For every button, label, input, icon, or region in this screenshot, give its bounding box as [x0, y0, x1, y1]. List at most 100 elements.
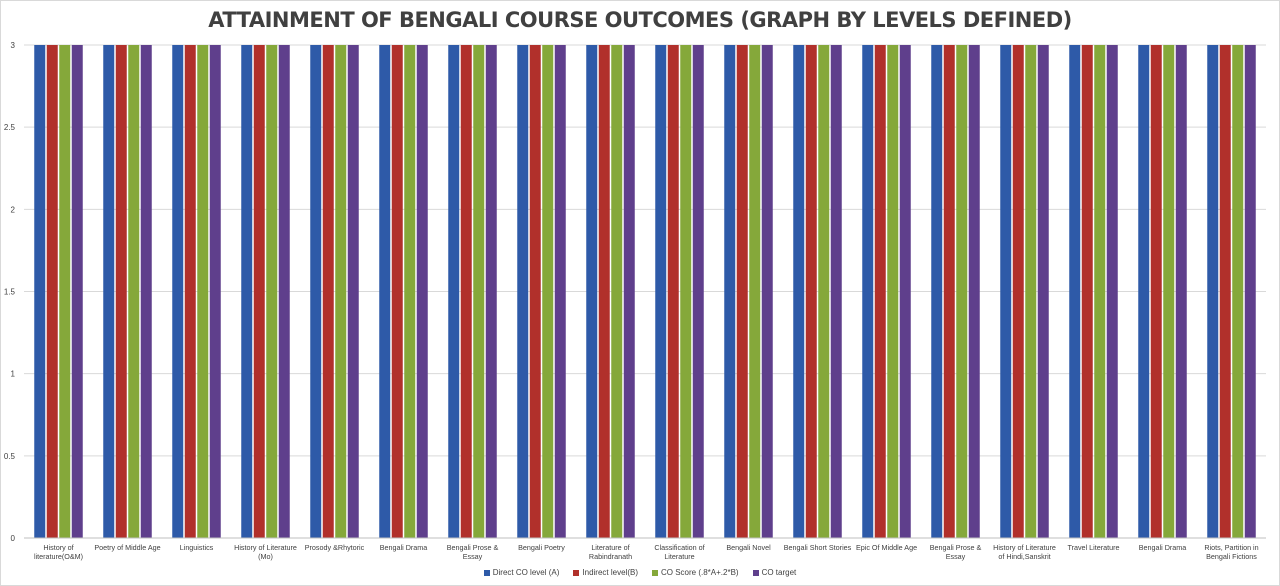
bar-3 [59, 45, 71, 538]
x-tick-label: History of Literature [234, 543, 297, 552]
bar-1 [1000, 45, 1012, 538]
bar-3 [1094, 45, 1106, 538]
y-tick-label: 2 [11, 205, 16, 214]
bar-1 [103, 45, 115, 538]
bar-2 [736, 45, 748, 538]
bar-1 [862, 45, 874, 538]
legend-label: Indirect level(B) [582, 568, 638, 577]
bar-4 [1175, 45, 1187, 538]
x-tick-label: Bengali Poetry [518, 543, 565, 552]
bar-3 [473, 45, 485, 538]
bar-3 [1232, 45, 1244, 538]
bar-4 [1037, 45, 1049, 538]
bar-3 [680, 45, 692, 538]
bar-2 [529, 45, 541, 538]
x-tick-label: Classification of [654, 543, 704, 552]
bar-4 [71, 45, 83, 538]
y-tick-label: 0.5 [4, 452, 16, 461]
x-tick-label: Essay [463, 552, 483, 561]
legend-label: CO Score (.8*A+.2*B) [660, 568, 739, 577]
x-tick-label: Bengali Prose & [447, 543, 499, 552]
x-tick-label: Bengali Drama [380, 543, 428, 552]
bar-2 [667, 45, 679, 538]
bar-3 [956, 45, 968, 538]
x-tick-label: Epic Of Middle Age [856, 543, 917, 552]
bar-2 [1150, 45, 1162, 538]
bar-1 [448, 45, 460, 538]
bar-3 [1163, 45, 1175, 538]
bar-4 [899, 45, 911, 538]
bar-1 [310, 45, 322, 538]
bar-2 [322, 45, 334, 538]
bar-1 [241, 45, 253, 538]
bar-3 [542, 45, 554, 538]
bar-2 [253, 45, 265, 538]
bar-1 [724, 45, 736, 538]
bar-1 [379, 45, 391, 538]
legend-item: Indirect level(B) [573, 568, 638, 577]
x-tick-label: Essay [946, 552, 966, 561]
bar-2 [1012, 45, 1024, 538]
bar-4 [623, 45, 635, 538]
bar-4 [278, 45, 290, 538]
bar-3 [887, 45, 899, 538]
bar-4 [761, 45, 773, 538]
bar-4 [209, 45, 221, 538]
bar-2 [943, 45, 955, 538]
x-tick-label: Bengali Novel [726, 543, 771, 552]
legend-label: Direct CO level (A) [492, 568, 560, 577]
legend-item: CO Score (.8*A+.2*B) [651, 568, 739, 577]
x-tick-label: Literature of [591, 543, 629, 552]
bar-1 [1207, 45, 1219, 538]
bar-2 [805, 45, 817, 538]
legend-item: Direct CO level (A) [483, 568, 560, 577]
legend-swatch [651, 569, 658, 576]
x-tick-label: Bengali Short Stories [784, 543, 852, 552]
bar-4 [1244, 45, 1256, 538]
bar-4 [830, 45, 842, 538]
bar-3 [611, 45, 623, 538]
x-tick-label: (Mo) [258, 552, 273, 561]
bar-4 [1106, 45, 1118, 538]
bar-2 [874, 45, 886, 538]
x-tick-label: Riots, Partition in [1204, 543, 1258, 552]
bar-3 [818, 45, 830, 538]
bar-1 [1138, 45, 1150, 538]
y-tick-label: 2.5 [4, 123, 16, 132]
legend-item: CO target [752, 568, 796, 577]
bar-3 [404, 45, 416, 538]
bar-1 [517, 45, 529, 538]
x-tick-label: History of Literature [993, 543, 1056, 552]
bar-4 [347, 45, 359, 538]
legend-swatch [573, 569, 580, 576]
bar-2 [391, 45, 403, 538]
x-tick-label: History of [43, 543, 73, 552]
bar-1 [34, 45, 46, 538]
bar-2 [184, 45, 196, 538]
bar-3 [128, 45, 140, 538]
bar-4 [554, 45, 566, 538]
y-tick-label: 0 [11, 534, 16, 543]
x-tick-label: Rabindranath [589, 552, 632, 561]
bar-2 [1219, 45, 1231, 538]
x-tick-label: Poetry of Middle Age [94, 543, 160, 552]
x-tick-label: Linguistics [180, 543, 214, 552]
y-tick-label: 1 [11, 370, 16, 379]
bar-1 [793, 45, 805, 538]
x-tick-label: Travel Literature [1067, 543, 1119, 552]
bar-2 [115, 45, 127, 538]
bar-3 [749, 45, 761, 538]
bar-3 [335, 45, 347, 538]
x-tick-label: Bengali Prose & [930, 543, 982, 552]
bar-3 [1025, 45, 1037, 538]
x-tick-label: Bengali Fictions [1206, 552, 1257, 561]
bar-1 [586, 45, 598, 538]
bar-1 [172, 45, 184, 538]
x-tick-label: of Hindi,Sanskrit [998, 552, 1050, 561]
x-tick-label: Prosody &Rhytoric [305, 543, 365, 552]
chart-legend: Direct CO level (A) Indirect level(B) CO S… [0, 568, 1280, 577]
x-tick-label: Bengali Drama [1139, 543, 1187, 552]
bar-4 [485, 45, 497, 538]
bar-4 [968, 45, 980, 538]
